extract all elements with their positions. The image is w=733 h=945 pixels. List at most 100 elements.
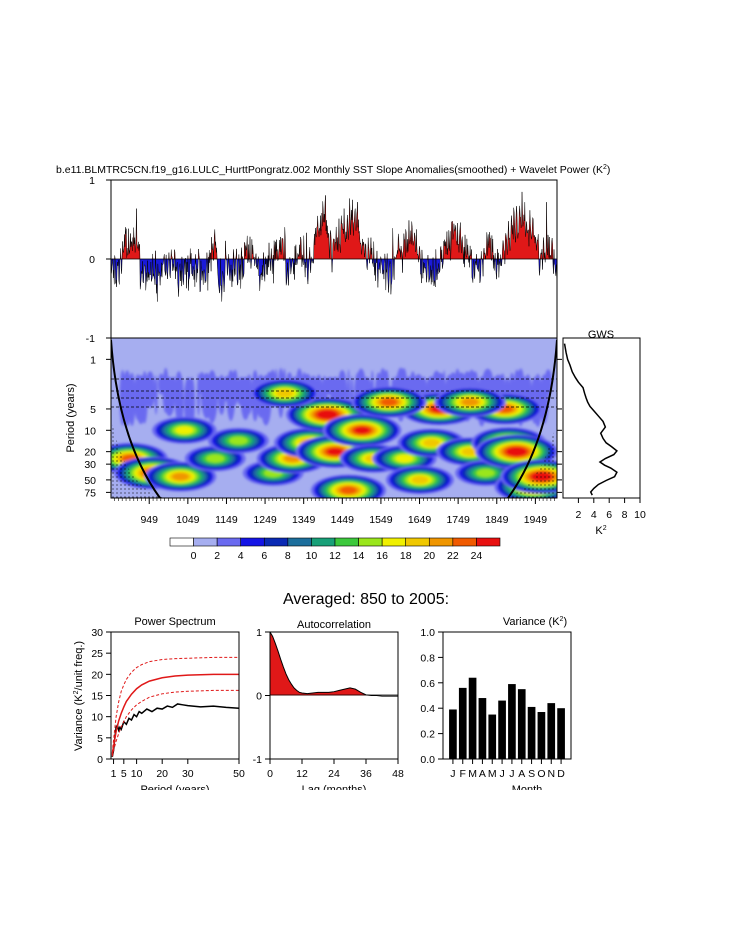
power-spectrum-ytick-label: 5 [97,733,103,745]
colorbar-label: 16 [376,550,388,562]
wavelet-blob [175,426,194,435]
colorbar-label: 22 [447,550,459,562]
wavelet-xtick-label: 1249 [253,514,277,526]
wavelet-xtick-label: 1149 [215,514,238,526]
variance-ytick-label: 0.6 [420,678,435,690]
colorbar-label: 2 [214,550,220,562]
variance-xtick-label: M [468,768,477,780]
variance-bar-J [508,684,516,759]
variance-xtick-label: J [509,768,514,780]
wavelet-streak [128,372,136,427]
variance-ytick-label: 0.4 [420,703,435,715]
variance-xtick-label: S [528,768,535,780]
autocorrelation-ytick-label: 1 [256,627,262,639]
power-spectrum-xtick-label: 30 [182,768,194,780]
wavelet-frame [110,337,558,499]
timeseries-ytick-label: 0 [89,254,95,266]
colorbar-swatch [169,537,194,547]
wavelet-streak [145,371,156,409]
significance-dashed-lines [111,378,557,408]
variance-bar-N [547,703,556,759]
wavelet-ylabel: Period (years) [65,383,77,452]
autocorrelation-ytick-label: -1 [253,754,262,766]
wavelet-blob [319,411,335,419]
variance-ytick-label: 0.2 [420,729,435,741]
bottom-crop-mask [60,790,620,810]
wavelet-xtick-label: 1849 [485,514,509,526]
wavelet-power-contours [111,367,557,498]
colorbar-swatch [452,537,477,547]
power-spectrum-series-3 [111,689,239,757]
positive-anomaly-fill [111,191,557,259]
wavelet-ytick-label: 75 [84,487,96,499]
wavelet-streak [154,375,158,415]
timeseries-panel: 1 0 -1 [86,175,558,345]
wavelet-xtick-label: 1049 [176,514,200,526]
variance-xtick-label: D [557,768,565,780]
colorbar-swatch [381,537,407,547]
colorbar-label: 20 [423,550,435,562]
gws-panel: GWS 2 4 6 8 10 K2 [562,329,646,537]
autocorrelation-ytick-label: 0 [256,691,262,703]
variance-bar-O [537,712,546,759]
wavelet-streak [188,376,195,426]
autocorrelation-xtick-label: 12 [296,768,308,780]
power-spectrum-ytick-label: 25 [91,648,103,660]
power-spectrum-xtick-label: 1 [111,768,117,780]
power-spectrum-series-0 [111,703,240,758]
variance-bar-M [488,714,497,759]
variance-bar-A [478,698,487,759]
cone-of-influence [111,339,557,498]
colorbar-swatch [428,537,454,547]
wavelet-xtick-label: 1749 [446,514,470,526]
power-spectrum-ytick-label: 0 [97,754,103,766]
wavelet-blob [423,438,440,447]
gws-xtick-label: 6 [606,509,612,521]
colorbar-swatch [216,537,242,547]
power-spectrum-series-2 [111,656,239,753]
variance-ytick-label: 0.8 [420,652,435,664]
variance-bar-F [458,687,467,759]
timeseries-ytick-label: -1 [86,333,95,345]
timeseries-y-axis: 1 0 -1 [86,175,111,345]
colorbar-swatch [358,537,383,547]
wavelet-blob [354,426,370,434]
variance-ytick-label: 0.0 [420,754,435,766]
autocorrelation-xtick-label: 24 [328,768,340,780]
colorbar-label: 0 [191,550,197,562]
variance-xtick-label: O [537,768,545,780]
wavelet-ytick-label: 50 [84,475,96,487]
gws-frame [562,337,641,499]
gws-xtick-label: 2 [575,509,581,521]
colorbar-swatch [405,537,430,547]
power-spectrum-xtick-label: 10 [131,768,143,780]
colorbar-label: 12 [329,550,341,562]
gws-xtick-label: 8 [622,509,628,521]
colorbar-label: 24 [471,550,483,562]
variance-xtick-label: F [460,768,466,780]
colorbar-swatch [287,537,312,547]
wavelet-ytick-label: 1 [90,354,96,366]
colorbar-swatch [240,537,265,547]
colorbar-label: 8 [285,550,291,562]
wavelet-xtick-label: 949 [140,514,158,526]
autocorrelation-title: Autocorrelation [297,619,371,631]
wavelet-xtick-label: 1949 [524,514,548,526]
variance-xtick-label: J [450,768,455,780]
wavelet-contour-group [111,367,557,498]
colorbar: 0 2 4 6 8 10 12 14 16 18 20 22 24 [169,537,501,562]
variance-bar-M [468,677,477,759]
colorbar-swatch [476,537,501,547]
variance-xtick-label: M [488,768,497,780]
wavelet-blob [395,454,414,463]
variance-xtick-label: A [518,768,525,780]
wavelet-blob [327,448,343,456]
wavelet-blob [461,398,479,406]
gws-title: GWS [588,329,614,341]
timeseries-fill [111,191,557,302]
timeseries-ytick-label: 1 [89,175,95,187]
